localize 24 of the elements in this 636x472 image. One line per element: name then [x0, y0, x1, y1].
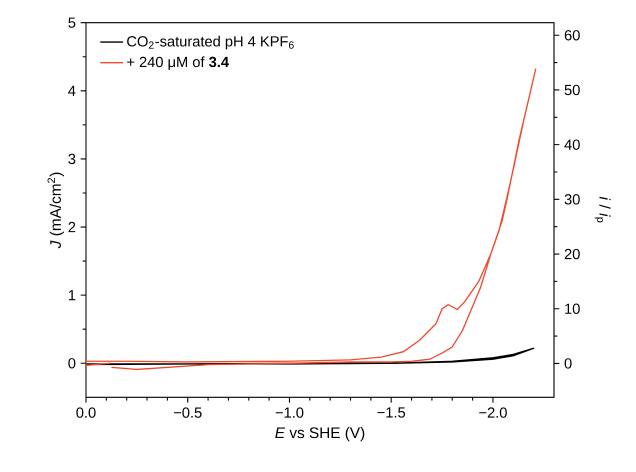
x-tick-label: −2.0	[479, 407, 507, 418]
line-series	[86, 68, 536, 370]
y2-tick-label: 10	[565, 304, 580, 314]
x-tick-label: 0.0	[76, 407, 96, 418]
x-tick-label: −1.5	[377, 407, 406, 418]
y2-tick-label: 20	[564, 248, 580, 260]
y-tick-label: 5	[68, 18, 76, 28]
y-tick-label: 1	[68, 290, 76, 300]
y-axis-title: J (mA/cm$^{2}$)	[48, 172, 64, 248]
y-tick-label: 0	[68, 358, 76, 368]
y2-tick-label: 50	[564, 84, 580, 96]
y2-tick-label: 40	[564, 139, 580, 150]
x-axis-title: E vs SHE (V)	[275, 426, 364, 442]
y2-tick-label: 60	[564, 30, 580, 40]
y-tick-label: 3	[68, 154, 76, 164]
legend-label: + 240 μM of 3.4	[127, 56, 229, 70]
legend-label: CO$_{2}$-saturated pH 4 KPF$_{6}$	[127, 36, 294, 50]
y2-tick-label: 30	[564, 194, 580, 205]
y-tick-label: 2	[68, 222, 76, 232]
y-tick-label: 4	[68, 86, 76, 96]
x-tick-label: −1.0	[276, 407, 304, 418]
x-tick-label: −0.5	[174, 407, 202, 418]
y2-tick-label: 0	[564, 358, 572, 369]
y2-axis-title: i / i$_{p}$	[594, 196, 611, 222]
